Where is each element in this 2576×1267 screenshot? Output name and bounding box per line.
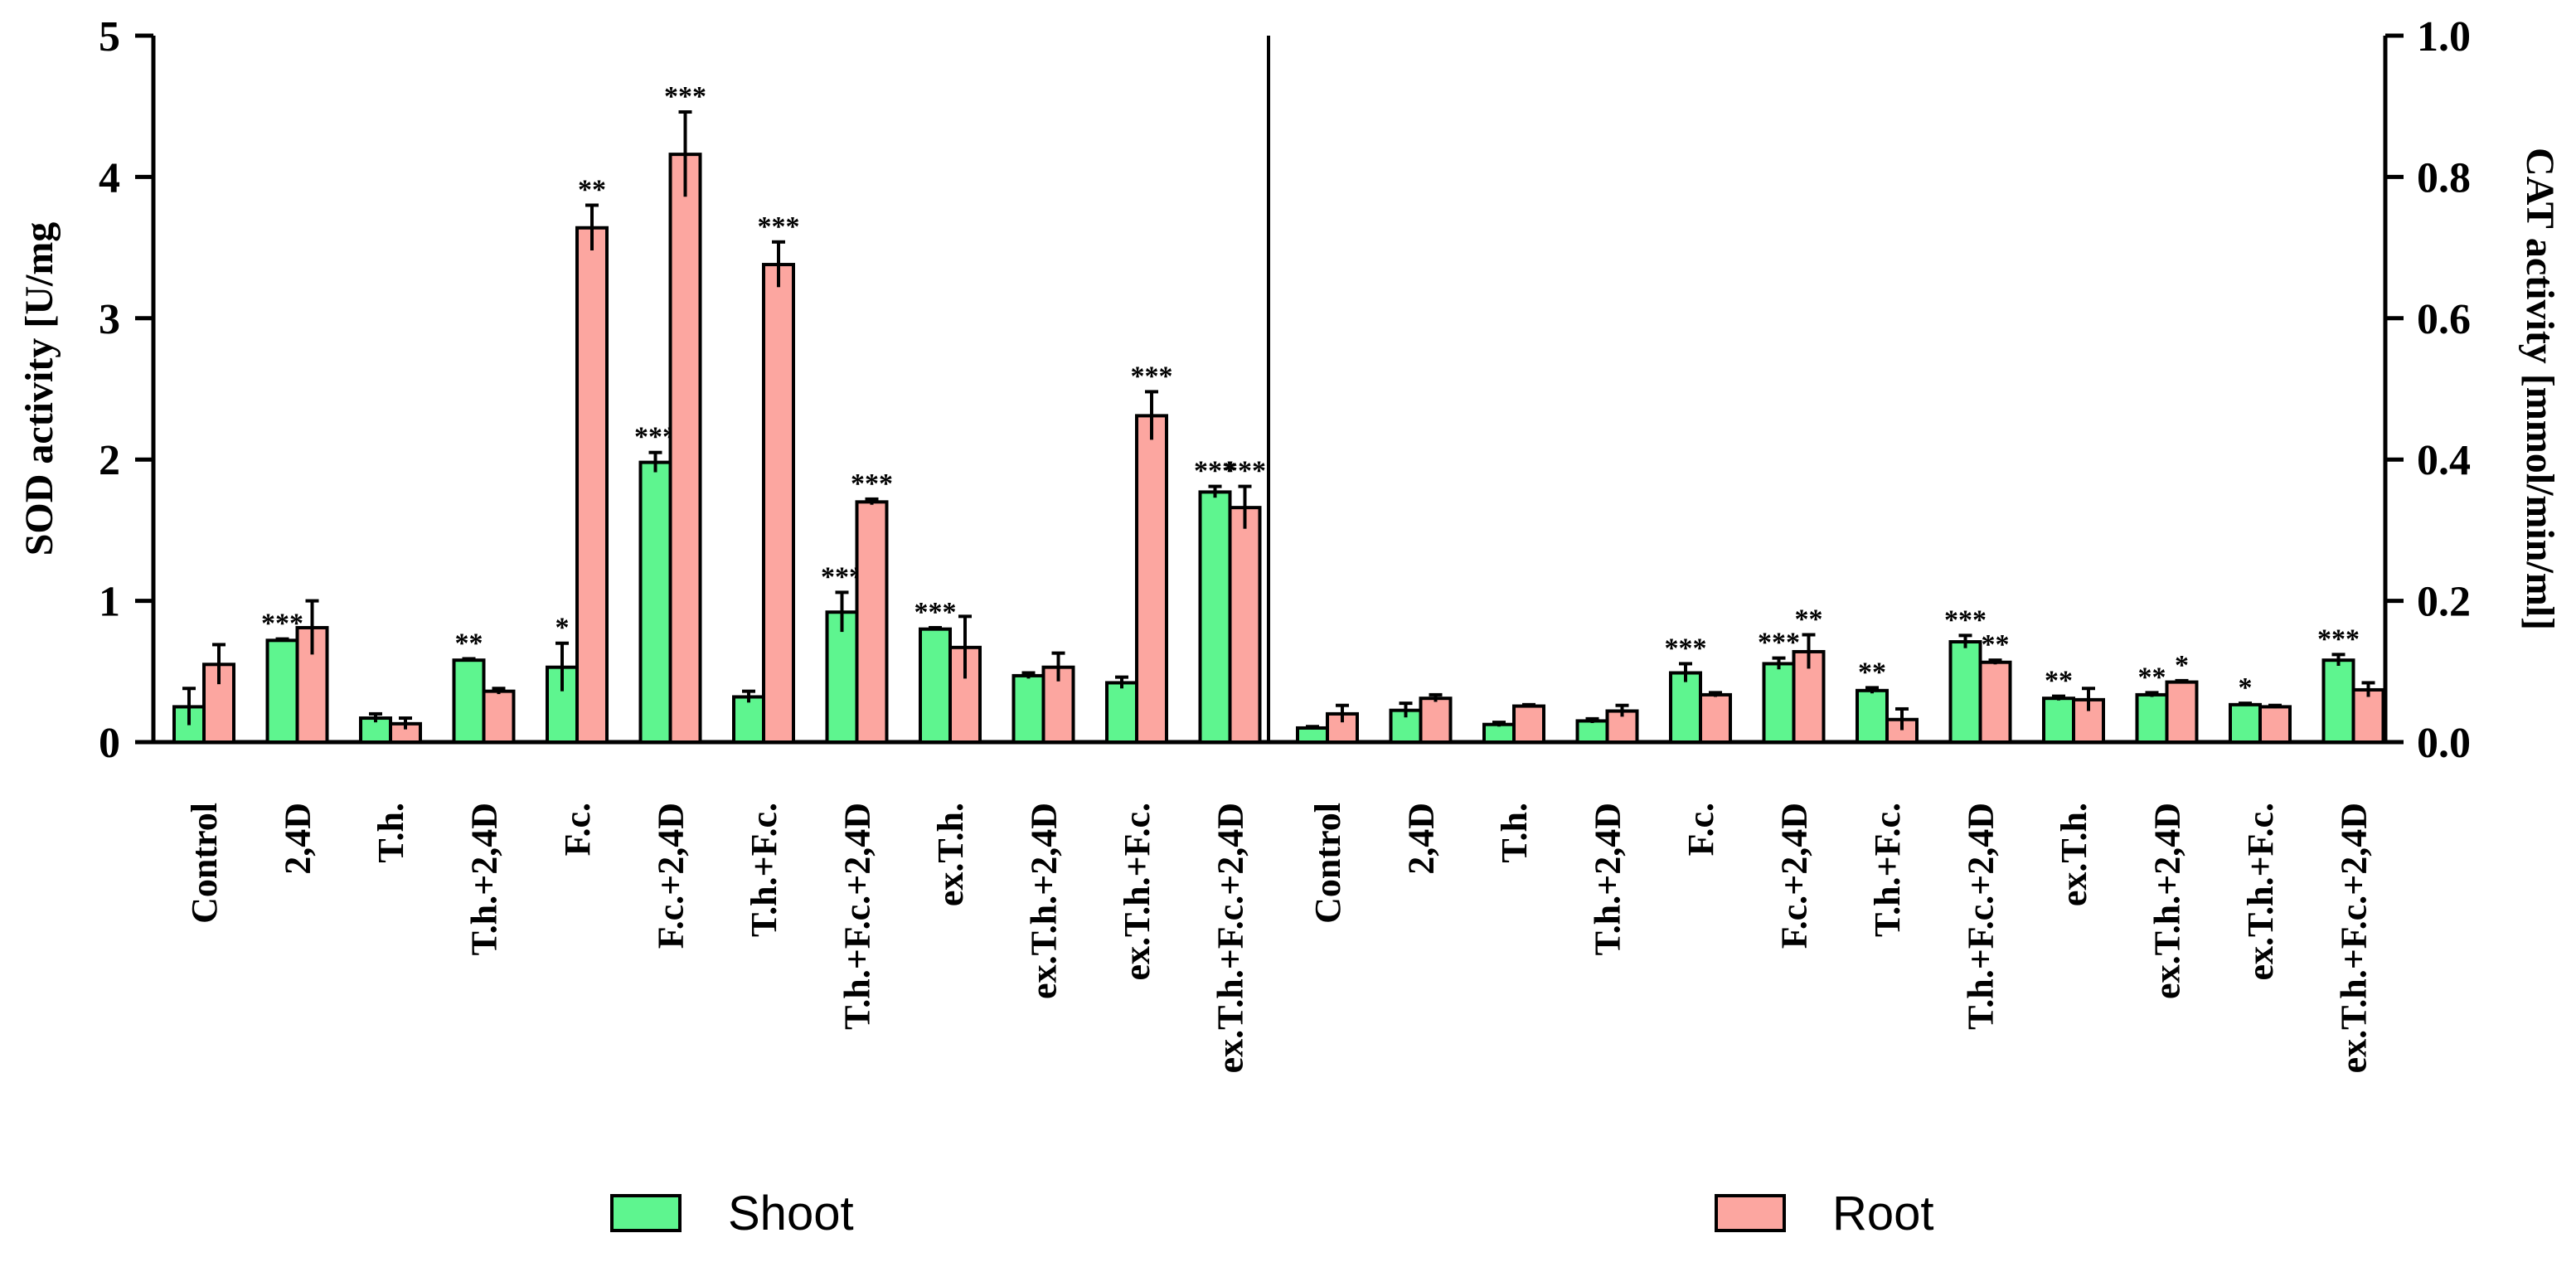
significance-label: * (555, 613, 570, 643)
bar-shoot (1575, 719, 1609, 745)
significance-label: *** (1224, 456, 1266, 487)
bar-shoot (1762, 662, 1796, 744)
bar-shoot (1948, 640, 1982, 744)
category-label: Control (184, 803, 225, 924)
significance-label: * (2175, 650, 2189, 681)
bar-shoot (1296, 726, 1329, 745)
bar-root (762, 263, 795, 745)
legend-swatch-root (1715, 1194, 1786, 1232)
category-label: T.h.+F.c.+2,4D (1961, 803, 2001, 1030)
significance-label: *** (758, 211, 800, 242)
significance-label: * (2239, 672, 2253, 703)
bar-shoot (638, 460, 672, 744)
significance-label: ** (2138, 662, 2166, 692)
bar-shoot (265, 638, 299, 745)
category-label: T.h.+F.c. (1867, 803, 1908, 937)
bar-shoot (2042, 697, 2075, 745)
y-tick-label: 5 (99, 13, 120, 61)
bar-root (668, 153, 702, 745)
category-label: Control (1307, 803, 1348, 924)
bar-root (1978, 660, 2012, 744)
bar-root (855, 500, 889, 744)
category-label: F.c.+2,4D (651, 803, 691, 949)
category-label: F.c. (557, 803, 598, 856)
significance-label: ** (1795, 604, 1823, 634)
y-axis-title-left: SOD activity [U/mg (17, 222, 61, 556)
category-label: T.h.+F.c.+2,4D (837, 803, 878, 1030)
bar-shoot (1482, 722, 1516, 745)
bar-root (2258, 705, 2292, 745)
y-tick-label: 0.4 (2417, 437, 2471, 484)
category-label: 2,4D (1401, 803, 1442, 875)
bar-root (1228, 506, 1262, 744)
significance-label: ** (2045, 666, 2073, 697)
bar-shoot (919, 627, 952, 744)
category-label: T.h.+F.c. (744, 803, 784, 937)
category-label: T.h.+2,4D (464, 803, 505, 955)
category-label: 2,4D (278, 803, 318, 875)
bar-shoot (1011, 673, 1045, 744)
y-tick-label: 0.6 (2417, 296, 2471, 343)
category-label: ex.T.h. (2054, 803, 2094, 906)
bar-root (575, 226, 609, 744)
category-label: T.h. (371, 803, 411, 863)
bar-shoot (732, 695, 765, 744)
significance-label: ** (455, 628, 483, 658)
bar-shoot (1198, 490, 1232, 745)
bar-root (1135, 414, 1168, 744)
significance-label: *** (851, 468, 893, 499)
significance-label: *** (664, 81, 706, 112)
category-label: ex.T.h.+F.c.+2,4D (2334, 803, 2375, 1073)
significance-label: *** (1194, 456, 1236, 487)
y-tick-label: 3 (99, 296, 120, 343)
category-label: ex.T.h.+2,4D (2147, 803, 2188, 999)
y-tick-label: 0 (99, 720, 120, 767)
legend-label-root: Root (1832, 1187, 1934, 1240)
y-tick-label: 0.2 (2417, 579, 2471, 626)
category-label: ex.T.h.+2,4D (1024, 803, 1065, 999)
significance-label: ** (578, 174, 606, 205)
category-label: ex.T.h. (930, 803, 971, 906)
significance-label: *** (1665, 633, 1707, 663)
bar-root (1419, 697, 1453, 745)
significance-label: *** (2317, 624, 2360, 654)
bar-shoot (2229, 702, 2262, 744)
significance-label: *** (914, 597, 957, 628)
legend: Shoot Root (610, 1187, 1934, 1240)
bar-shoot (1669, 671, 1702, 745)
y-tick-label: 0.8 (2417, 154, 2471, 201)
bar-root (2165, 680, 2199, 745)
y-tick-label: 2 (99, 437, 120, 484)
significance-label: ** (1858, 657, 1886, 687)
bar-root (1041, 665, 1075, 744)
legend-swatch-shoot (610, 1194, 682, 1232)
bar-root (482, 689, 516, 745)
y-tick-label: 1 (99, 579, 120, 626)
bar-shoot (2321, 658, 2355, 745)
category-label: ex.T.h.+F.c. (1117, 803, 1157, 981)
y-axis-title-right: CAT activity [mmol/min/ml] (2518, 148, 2562, 630)
significance-label: ** (1982, 629, 2010, 660)
significance-label: *** (1944, 604, 1987, 635)
bar-shoot (1105, 681, 1138, 745)
bar-root (1512, 704, 1545, 744)
category-label: F.c. (1681, 803, 1721, 856)
category-label: ex.T.h.+F.c. (2240, 803, 2281, 981)
bar-shoot (2135, 692, 2169, 745)
bar-shoot (1856, 688, 1889, 745)
bar-root (1699, 692, 1732, 745)
category-label: F.c.+2,4D (1774, 803, 1815, 949)
y-tick-label: 1.0 (2417, 13, 2471, 61)
legend-label-shoot: Shoot (728, 1187, 854, 1240)
bar-root (2351, 687, 2385, 745)
significance-label: *** (1131, 361, 1173, 391)
bar-shoot (452, 658, 486, 745)
category-label: T.h. (1494, 803, 1535, 863)
y-tick-label: 0.0 (2417, 720, 2471, 767)
category-label: T.h.+2,4D (1588, 803, 1628, 955)
category-label: ex.T.h.+F.c.+2,4D (1210, 803, 1251, 1073)
y-tick-label: 4 (99, 154, 120, 201)
